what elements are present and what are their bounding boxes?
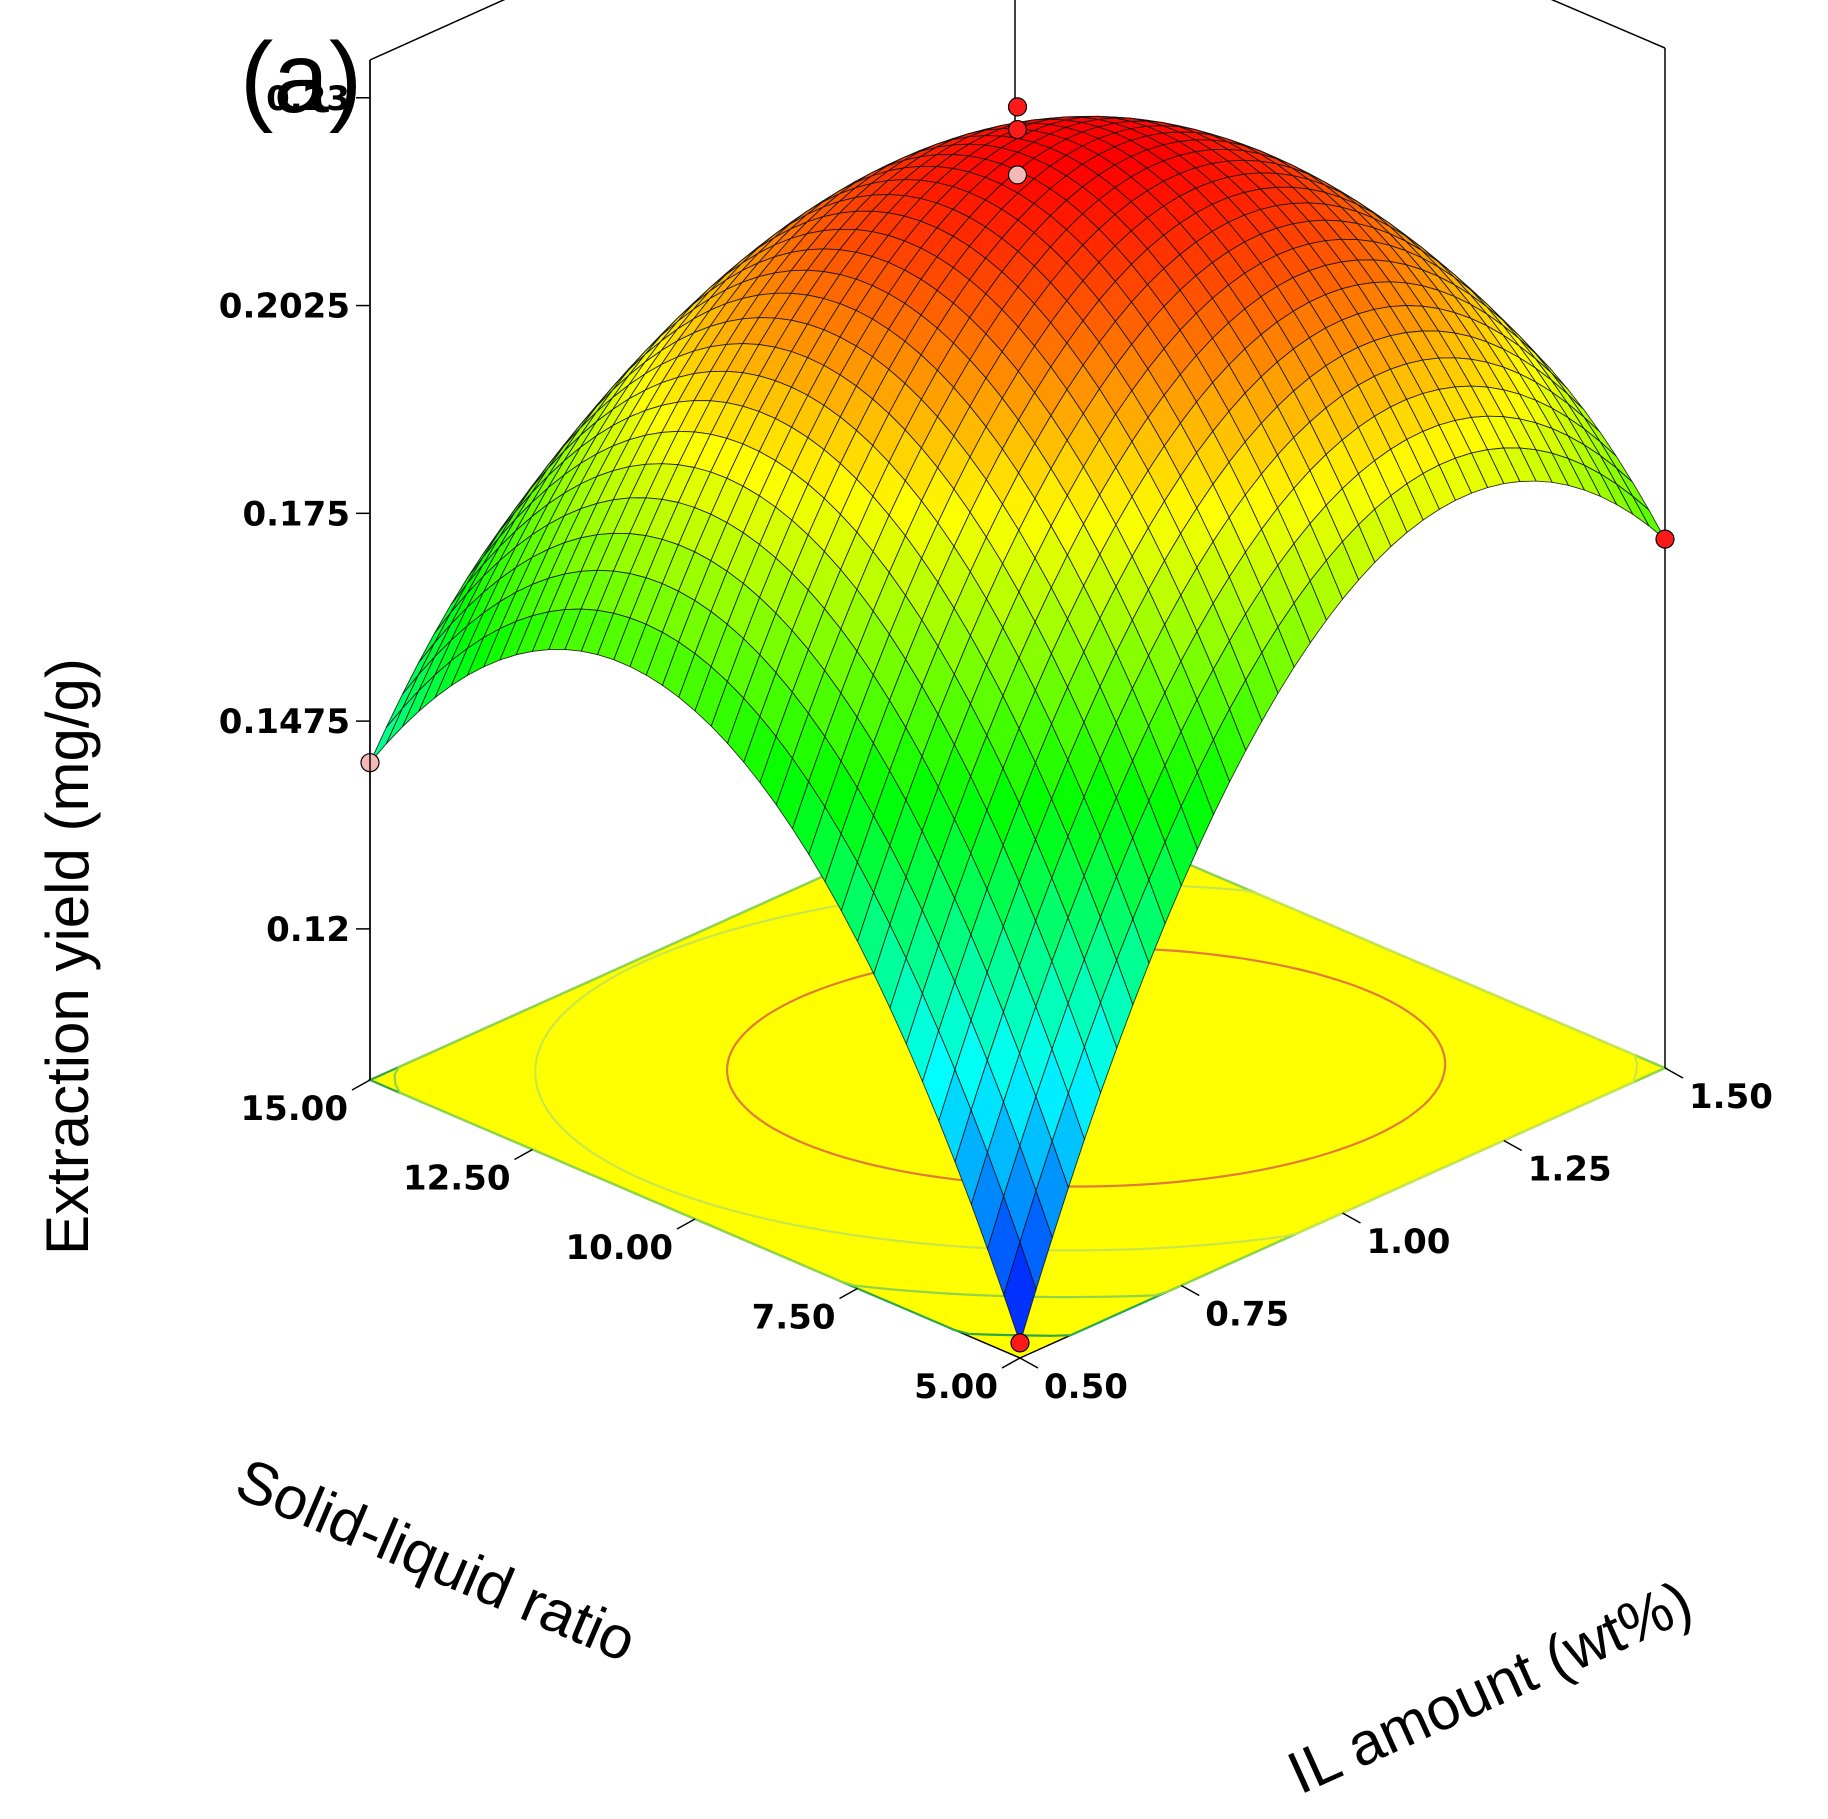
x-tick — [1342, 1212, 1361, 1224]
x-tick — [1019, 1357, 1039, 1369]
z-tick-label: 0.1475 — [219, 702, 350, 742]
x-tick — [1180, 1284, 1200, 1297]
z-tick-label: 0.175 — [242, 494, 350, 534]
y-tick — [1001, 1357, 1021, 1369]
panel-label: (a) — [240, 22, 362, 134]
surface-cell — [1003, 1240, 1037, 1345]
z-axis-title: Extraction yield (mg/g) — [34, 658, 101, 1255]
design-point — [1655, 529, 1675, 549]
box-edge — [369, 0, 506, 61]
design-point — [1007, 119, 1028, 140]
design-point — [1010, 1333, 1030, 1353]
y-tick-label: 15.00 — [240, 1089, 348, 1129]
y-tick — [839, 1287, 858, 1300]
y-tick-label: 10.00 — [565, 1228, 673, 1268]
x-tick-label: 1.50 — [1689, 1077, 1773, 1117]
x-tick — [1664, 1067, 1684, 1079]
y-tick — [351, 1079, 371, 1091]
y-tick-label: 7.50 — [752, 1298, 836, 1338]
y-tick-label: 12.50 — [403, 1159, 511, 1199]
x-tick — [1503, 1139, 1523, 1152]
x-tick-label: 1.00 — [1367, 1222, 1451, 1262]
y-tick — [676, 1218, 696, 1230]
z-tick-label: 0.12 — [266, 910, 350, 950]
x-axis-title: IL amount (wt%) — [1278, 1568, 1702, 1807]
y-tick-label: 5.00 — [914, 1367, 998, 1407]
y-tick — [514, 1148, 533, 1161]
response-surface — [369, 115, 1666, 1345]
z-tick-label: 0.2025 — [219, 287, 350, 327]
box-edge — [1550, 0, 1666, 49]
design-point — [1007, 165, 1028, 185]
x-tick-label: 0.50 — [1044, 1367, 1128, 1407]
x-tick-label: 1.25 — [1528, 1150, 1612, 1190]
design-point — [1007, 97, 1028, 117]
z-tick-label: 0.23 — [266, 79, 350, 119]
tick-marks — [351, 60, 1684, 1369]
y-axis-title: Solid-liquid ratio — [227, 1445, 646, 1674]
x-tick-label: 0.75 — [1205, 1295, 1289, 1335]
